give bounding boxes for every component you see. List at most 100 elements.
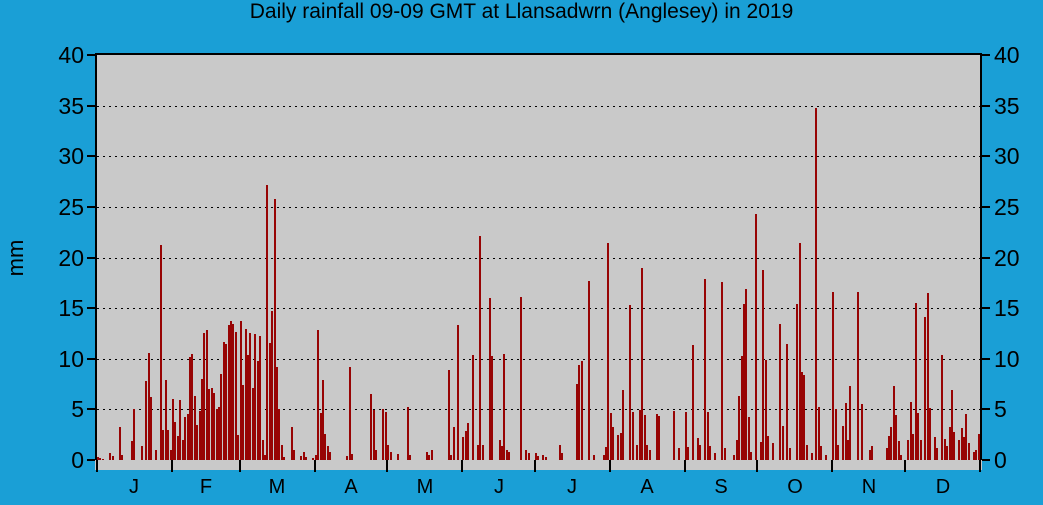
x-tick-month-boundary-8 <box>684 460 686 472</box>
y-tick-right-10 <box>982 357 990 360</box>
rainfall-bar-day-21 <box>145 381 147 460</box>
rainfall-bar-day-260 <box>724 448 726 460</box>
rainfall-bar-day-36 <box>182 440 184 460</box>
rainfall-bar-day-365 <box>978 434 980 460</box>
rainfall-bar-day-171 <box>508 452 510 460</box>
rainfall-bar-day-250 <box>699 445 701 460</box>
y-label-right-35: 35 <box>994 92 1020 119</box>
rainfall-bar-day-249 <box>697 438 699 460</box>
rainfall-bar-day-256 <box>714 453 716 460</box>
gridline-5mm <box>97 409 980 411</box>
rainfall-bar-day-273 <box>755 214 757 460</box>
rainfall-bar-day-271 <box>750 452 752 460</box>
rainfall-bar-day-252 <box>704 279 706 460</box>
rainfall-bar-day-287 <box>789 448 791 460</box>
rainfall-bar-day-85 <box>300 456 302 460</box>
chart-title: Daily rainfall 09-09 GMT at Llansadwrn (… <box>249 0 794 23</box>
month-label-N-11: N <box>861 476 877 498</box>
gridline-35mm <box>97 105 980 107</box>
rainfall-bar-day-50 <box>216 409 218 460</box>
rainfall-bar-day-138 <box>428 455 430 460</box>
rainfall-bar-day-351 <box>944 439 946 460</box>
rainfall-bar-day-35 <box>179 400 181 460</box>
rainfall-bar-day-350 <box>941 355 943 460</box>
rainfall-bar-day-86 <box>303 452 305 460</box>
rainfall-bar-day-121 <box>387 445 389 460</box>
rainfall-bar-day-292 <box>801 372 803 460</box>
rainfall-bar-day-253 <box>707 412 709 460</box>
rainfall-bar-day-154 <box>467 423 469 460</box>
rainfall-bar-day-32 <box>172 399 174 460</box>
rainfall-bar-day-122 <box>390 452 392 460</box>
x-tick-month-boundary-7 <box>609 460 611 472</box>
rainfall-bar-day-114 <box>370 394 372 460</box>
rainfall-bar-day-130 <box>409 455 411 460</box>
rainfall-bar-day-277 <box>765 360 767 460</box>
gridline-30mm <box>97 156 980 158</box>
rainfall-bar-day-229 <box>649 450 651 460</box>
rainfall-bar-day-148 <box>453 427 455 460</box>
rainfall-bar-day-72 <box>269 343 271 460</box>
rainfall-bar-day-341 <box>920 440 922 460</box>
rainfall-bar-day-37 <box>184 417 186 460</box>
gridline-15mm <box>97 308 980 310</box>
rainfall-bar-day-294 <box>806 445 808 460</box>
y-label-right-25: 25 <box>994 193 1020 220</box>
rainfall-bar-day-320 <box>869 450 871 460</box>
rainfall-bar-day-78 <box>283 457 285 460</box>
rainfall-bar-day-233 <box>658 416 660 460</box>
rainfall-bar-day-2 <box>99 458 101 460</box>
month-label-A-8: A <box>640 476 654 498</box>
x-tick-month-boundary-3 <box>314 460 316 472</box>
rainfall-bar-day-343 <box>924 317 926 460</box>
rainfall-bar-day-53 <box>223 342 225 460</box>
y-tick-left-0 <box>87 459 95 461</box>
rainfall-bar-day-305 <box>832 292 834 460</box>
y-label-right-15: 15 <box>994 295 1020 322</box>
rainfall-bar-day-337 <box>910 402 912 460</box>
month-label-A-4: A <box>344 476 358 498</box>
rainfall-bar-day-170 <box>506 450 508 460</box>
rainfall-bar-day-95 <box>324 434 326 460</box>
rainfall-bar-day-42 <box>196 425 198 460</box>
y-label-left-5: 5 <box>71 396 84 423</box>
rainfall-bar-day-28 <box>162 430 164 460</box>
rainfall-bar-day-44 <box>201 379 203 460</box>
rainfall-bar-day-204 <box>588 281 590 460</box>
y-tick-left-40 <box>87 54 95 56</box>
rainfall-bar-day-92 <box>317 330 319 460</box>
rainfall-bar-day-104 <box>346 456 348 460</box>
rainfall-bar-day-15 <box>131 441 133 460</box>
rainfall-bar-day-116 <box>375 450 377 460</box>
rainfall-bar-day-352 <box>946 446 948 460</box>
rainfall-bar-day-333 <box>900 455 902 460</box>
rainfall-bar-day-321 <box>871 446 873 460</box>
gridline-10mm <box>97 358 980 360</box>
rainfall-bar-day-46 <box>206 330 208 460</box>
rainfall-bar-day-344 <box>927 293 929 460</box>
rainfall-bar-day-76 <box>278 409 280 460</box>
rainfall-bar-day-286 <box>786 344 788 460</box>
rainfall-bar-day-54 <box>225 344 227 460</box>
rainfall-bar-day-156 <box>472 355 474 460</box>
x-tick-month-boundary-9 <box>756 460 758 472</box>
rainfall-bar-day-27 <box>160 245 162 460</box>
rainfall-bar-day-218 <box>622 390 624 460</box>
y-label-right-5: 5 <box>994 396 1007 423</box>
rainfall-bar-day-348 <box>936 448 938 460</box>
rainfall-bar-day-61 <box>242 385 244 460</box>
rainfall-bar-day-169 <box>503 354 505 460</box>
month-label-J-6: J <box>494 476 504 498</box>
rainfall-bar-day-163 <box>489 298 491 460</box>
rainfall-bar-day-93 <box>320 413 322 460</box>
rainfall-bar-day-327 <box>886 448 888 460</box>
rainfall-bar-day-232 <box>656 414 658 460</box>
x-tick-month-boundary-1 <box>171 460 173 472</box>
rainfall-bar-day-34 <box>177 436 179 460</box>
rainfall-bar-day-56 <box>230 321 232 460</box>
y-tick-right-30 <box>982 155 990 158</box>
rainfall-bar-day-299 <box>818 407 820 460</box>
rainfall-bar-day-296 <box>811 453 813 460</box>
rainfall-bar-day-152 <box>462 437 464 460</box>
month-label-J-7: J <box>567 476 577 498</box>
